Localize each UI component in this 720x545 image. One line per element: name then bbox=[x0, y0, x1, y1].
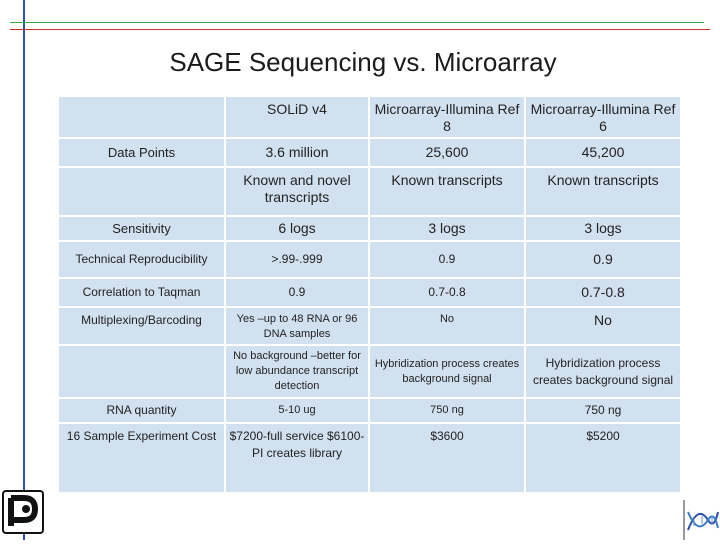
table-cell: $7200-full service $6100-PI creates libr… bbox=[226, 424, 368, 492]
table-cell: 3.6 million bbox=[226, 139, 368, 166]
table-row: Data Points 3.6 million 25,600 45,200 bbox=[59, 139, 680, 166]
row-label bbox=[59, 168, 224, 215]
row-label: Correlation to Taqman bbox=[59, 279, 224, 306]
top-rule-red bbox=[10, 29, 710, 30]
table-cell: Known transcripts bbox=[370, 168, 524, 215]
row-label: Multiplexing/Barcoding bbox=[59, 308, 224, 344]
table-cell: 3 logs bbox=[370, 217, 524, 240]
table-cell: $3600 bbox=[370, 424, 524, 492]
dna-helix-logo-icon bbox=[682, 500, 720, 540]
table-row: No background –better for low abundance … bbox=[59, 346, 680, 397]
table-row: Technical Reproducibility >.99-.999 0.9 … bbox=[59, 242, 680, 277]
table-cell: 0.7-0.8 bbox=[370, 279, 524, 306]
table-row: Multiplexing/Barcoding Yes –up to 48 RNA… bbox=[59, 308, 680, 344]
table-cell: Hybridization process creates background… bbox=[370, 346, 524, 397]
table-cell: 0.9 bbox=[370, 242, 524, 277]
table-cell: 5-10 ug bbox=[226, 399, 368, 422]
table-cell: No background –better for low abundance … bbox=[226, 346, 368, 397]
table-cell: No bbox=[370, 308, 524, 344]
table-cell: 0.9 bbox=[526, 242, 680, 277]
row-label: Data Points bbox=[59, 139, 224, 166]
table-cell: 750 ng bbox=[370, 399, 524, 422]
table-cell: 25,600 bbox=[370, 139, 524, 166]
table-cell: Known and novel transcripts bbox=[226, 168, 368, 215]
top-rule-green bbox=[10, 22, 704, 23]
table-cell: >.99-.999 bbox=[226, 242, 368, 277]
header-cell-ref6: Microarray-Illumina Ref 6 bbox=[526, 97, 680, 137]
table-row: Correlation to Taqman 0.9 0.7-0.8 0.7-0.… bbox=[59, 279, 680, 306]
row-label: 16 Sample Experiment Cost bbox=[59, 424, 224, 492]
table-cell: 750 ng bbox=[526, 399, 680, 422]
table-cell: No bbox=[526, 308, 680, 344]
header-cell-blank bbox=[59, 97, 224, 137]
row-label bbox=[59, 346, 224, 397]
left-rule bbox=[23, 0, 25, 540]
table-header-row: SOLiD v4 Microarray-Illumina Ref 8 Micro… bbox=[59, 97, 680, 137]
table-cell: 45,200 bbox=[526, 139, 680, 166]
institution-logo-icon bbox=[2, 490, 44, 534]
table-cell: Known transcripts bbox=[526, 168, 680, 215]
header-cell-solid: SOLiD v4 bbox=[226, 97, 368, 137]
header-cell-ref8: Microarray-Illumina Ref 8 bbox=[370, 97, 524, 137]
row-label: Technical Reproducibility bbox=[59, 242, 224, 277]
table-cell: $5200 bbox=[526, 424, 680, 492]
table-cell: 0.9 bbox=[226, 279, 368, 306]
table-cell: 0.7-0.8 bbox=[526, 279, 680, 306]
table-row: RNA quantity 5-10 ug 750 ng 750 ng bbox=[59, 399, 680, 422]
table-cell: 3 logs bbox=[526, 217, 680, 240]
table-cell: Hybridization process creates background… bbox=[526, 346, 680, 397]
comparison-table: SOLiD v4 Microarray-Illumina Ref 8 Micro… bbox=[57, 95, 682, 494]
row-label: Sensitivity bbox=[59, 217, 224, 240]
table-row: Sensitivity 6 logs 3 logs 3 logs bbox=[59, 217, 680, 240]
slide-title: SAGE Sequencing vs. Microarray bbox=[169, 47, 557, 77]
table-cell: 6 logs bbox=[226, 217, 368, 240]
row-label: RNA quantity bbox=[59, 399, 224, 422]
table-row: Known and novel transcripts Known transc… bbox=[59, 168, 680, 215]
table-row: 16 Sample Experiment Cost $7200-full ser… bbox=[59, 424, 680, 492]
table-cell: Yes –up to 48 RNA or 96 DNA samples bbox=[226, 308, 368, 344]
